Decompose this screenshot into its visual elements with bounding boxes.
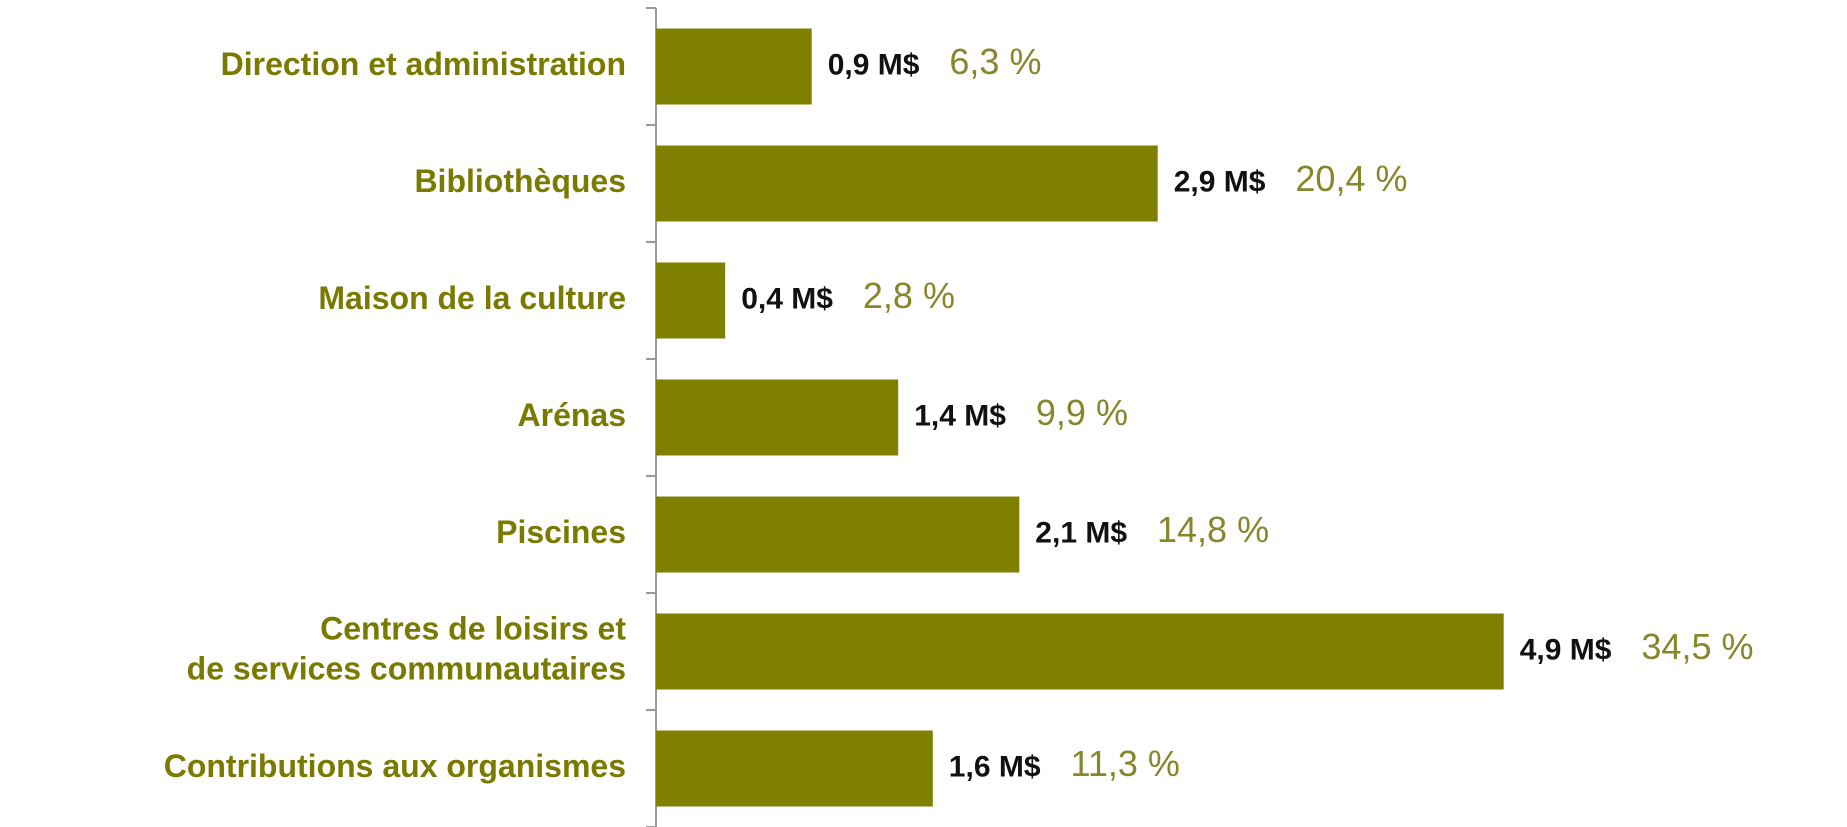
bar: [656, 613, 1504, 690]
percentage-label: 6,3 %: [949, 41, 1041, 82]
bar: [656, 496, 1020, 573]
value-label: 2,9 M$: [1174, 165, 1266, 198]
percentage-label: 14,8 %: [1157, 509, 1269, 550]
percentage-label: 2,8 %: [863, 275, 955, 316]
bar: [656, 379, 899, 456]
category-label: Bibliothèques: [414, 163, 626, 199]
percentage-label: 20,4 %: [1295, 158, 1407, 199]
percentage-label: 34,5 %: [1641, 626, 1753, 667]
value-label: 4,9 M$: [1520, 633, 1612, 666]
category-label: Contributions aux organismes: [164, 748, 626, 784]
category-label-line: de services communautaires: [187, 651, 626, 687]
category-label: Piscines: [496, 514, 626, 550]
category-label: Direction et administration: [221, 46, 626, 82]
bar: [656, 145, 1158, 222]
bar: [656, 262, 726, 339]
category-label-line: Centres de loisirs et: [320, 611, 626, 647]
value-label: 1,4 M$: [914, 399, 1006, 432]
category-label: Centres de loisirs et de services communa…: [187, 611, 627, 687]
value-label: 0,4 M$: [741, 282, 833, 315]
percentage-label: 9,9 %: [1036, 392, 1128, 433]
value-label: 2,1 M$: [1035, 516, 1127, 549]
value-label: 0,9 M$: [828, 48, 920, 81]
category-label: Arénas: [518, 397, 627, 433]
bar: [656, 730, 933, 807]
value-label: 1,6 M$: [949, 750, 1041, 783]
category-label: Maison de la culture: [318, 280, 626, 316]
bar: [656, 28, 812, 105]
percentage-label: 11,3 %: [1071, 743, 1180, 784]
